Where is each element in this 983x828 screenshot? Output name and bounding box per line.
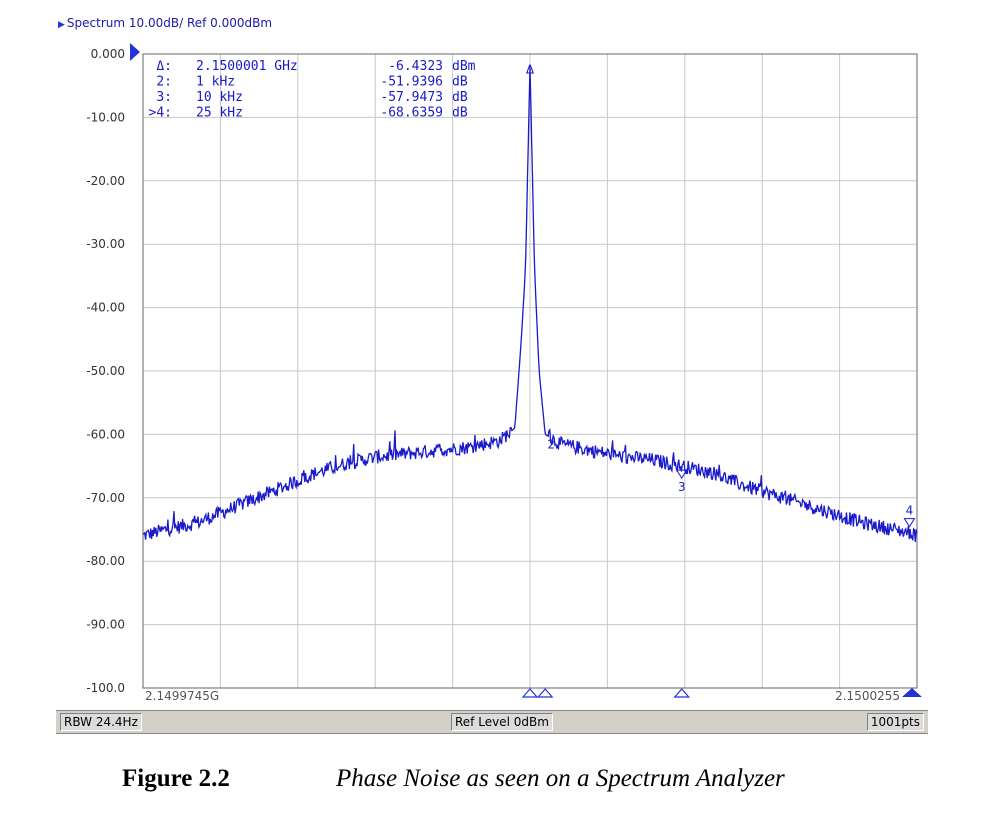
rbw-readout[interactable]: RBW 24.4Hz <box>60 713 142 731</box>
marker-points: Δ 2 3 4 <box>526 63 916 528</box>
readout-marker-unit: dB <box>452 106 468 121</box>
stop-freq-arrow-icon <box>902 688 922 697</box>
readout-marker-value: -68.6359 <box>380 106 443 121</box>
y-tick-label: -30.00 <box>86 237 125 251</box>
readout-marker-freq: 10 kHz <box>196 90 243 105</box>
readout-marker-id: 2: <box>156 75 172 90</box>
readout-marker-unit: dBm <box>452 59 476 74</box>
readout-marker-value: -51.9396 <box>380 75 443 90</box>
ref-level-readout[interactable]: Ref Level 0dBm <box>451 713 553 731</box>
readout-marker-id: >4: <box>149 106 172 121</box>
ref-level-arrow-icon[interactable] <box>130 43 140 61</box>
y-tick-label: -10.00 <box>86 110 125 124</box>
readout-marker-freq: 2.1500001 GHz <box>196 59 298 74</box>
y-tick-label: -50.00 <box>86 364 125 378</box>
marker-2-label: 2 <box>547 437 555 451</box>
y-tick-label: -20.00 <box>86 174 125 188</box>
readout-marker-value: -57.9473 <box>380 90 443 105</box>
y-tick-label: -40.00 <box>86 301 125 315</box>
marker-triangles <box>521 688 691 698</box>
status-bar: RBW 24.4Hz Ref Level 0dBm 1001pts <box>56 710 928 734</box>
readout-marker-freq: 1 kHz <box>196 75 235 90</box>
marker-3-label: 3 <box>678 480 686 494</box>
y-tick-label: -60.00 <box>86 427 125 441</box>
play-triangle-icon: ▶ <box>58 20 65 30</box>
chart-title-text: Spectrum 10.00dB/ Ref 0.000dBm <box>66 16 273 30</box>
marker-4-label: 4 <box>906 504 914 518</box>
points-readout[interactable]: 1001pts <box>866 713 924 731</box>
readout-marker-unit: dB <box>452 75 468 90</box>
y-tick-label: -100.0 <box>86 681 125 695</box>
plot-frame <box>142 53 918 689</box>
readout-marker-unit: dB <box>452 90 468 105</box>
y-tick-label: -80.00 <box>86 554 125 568</box>
marker-3-triangle-icon <box>675 469 688 480</box>
y-tick-label: -70.00 <box>86 491 125 505</box>
axis-marker-triangle-icon <box>521 688 539 698</box>
x-start-label: 2.1499745G <box>145 689 219 703</box>
figure-caption-text: Phase Noise as seen on a Spectrum Analyz… <box>336 765 785 792</box>
readout-marker-id: Δ: <box>156 59 172 74</box>
marker-delta-label: Δ <box>526 63 535 77</box>
readout-marker-value: -6.4323 <box>388 59 443 74</box>
axis-marker-triangle-icon <box>673 688 691 698</box>
marker-4-triangle-icon <box>903 518 916 528</box>
y-tick-labels: 0.000 -10.00 -20.00 -30.00 -40.00 -50.00 -60.0… <box>86 47 125 695</box>
spectrum-plot: 0.000 -10.00 -20.00 -30.00 -40.00 -50.00 -60.0… <box>86 43 922 703</box>
readout-marker-id: 3: <box>156 90 172 105</box>
marker-readout: Δ: 2.1500001 GHz -6.4323 dBm 2: 1 kHz -51.9396… <box>149 59 476 121</box>
spectrum-trace <box>142 66 918 542</box>
figure-number: Figure 2.2 <box>122 765 230 792</box>
x-stop-label: 2.1500255 <box>835 689 900 703</box>
readout-marker-freq: 25 kHz <box>196 106 243 121</box>
axis-marker-triangle-icon <box>536 688 554 698</box>
y-tick-label: -90.00 <box>86 618 125 632</box>
y-tick-label: 0.000 <box>91 47 125 61</box>
grid <box>143 54 917 688</box>
chart-title: ▶ Spectrum 10.00dB/ Ref 0.000dBm <box>58 16 272 30</box>
